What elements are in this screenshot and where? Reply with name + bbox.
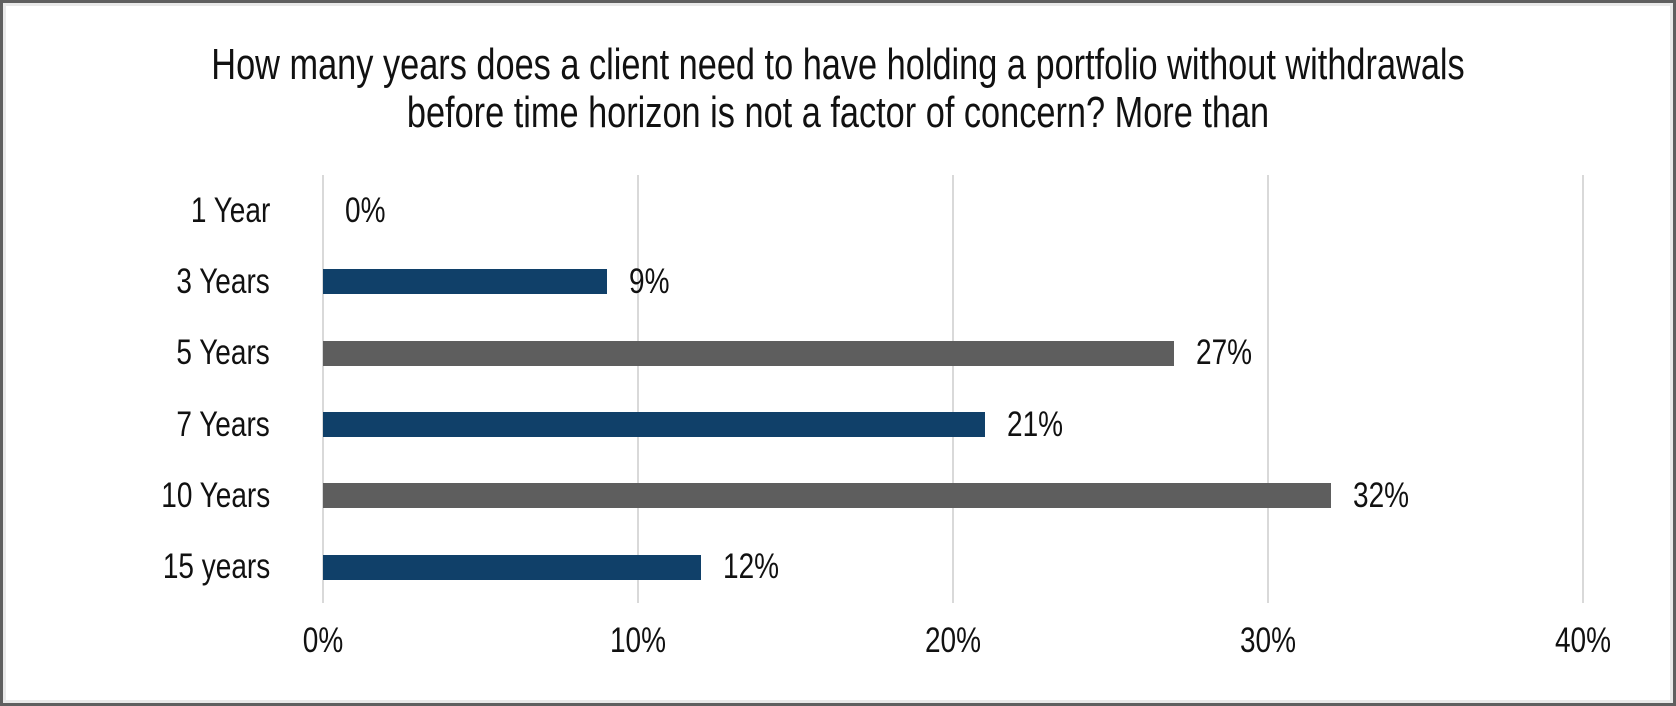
gridline-40pct: [1582, 175, 1584, 603]
value-label: 27%: [1195, 333, 1252, 373]
x-axis-tick-label: 40%: [1554, 621, 1612, 660]
category-label: 7 Years: [3, 389, 270, 460]
category-label-text: 10 Years: [161, 475, 270, 515]
chart-title: How many years does a client need to hav…: [211, 40, 1465, 137]
x-axis: 0% 10% 20% 30% 40%: [303, 621, 1611, 671]
bar-row: 21%: [323, 389, 1583, 460]
category-label-text: 3 Years: [176, 261, 270, 301]
category-label: 15 years: [3, 532, 270, 603]
gridline-20pct: [952, 175, 954, 603]
x-axis-tick-label: 20%: [924, 621, 982, 660]
value-label: 0%: [345, 190, 386, 230]
category-label: 1 Year: [3, 175, 270, 246]
bar-row: 0%: [323, 175, 1583, 246]
bar-row: 9%: [323, 246, 1583, 317]
category-label-text: 5 Years: [176, 333, 270, 373]
category-axis: 1 Year 3 Years 5 Years 7 Years 10 Years …: [3, 175, 270, 603]
bars-layer: 0% 9% 27% 21% 32% 12%: [323, 175, 1583, 603]
gridline-10pct: [637, 175, 639, 603]
bar-row: 32%: [323, 460, 1583, 531]
value-label: 21%: [1006, 404, 1063, 444]
x-axis-tick-label: 30%: [1239, 621, 1297, 660]
category-label: 3 Years: [3, 246, 270, 317]
gridline-30pct: [1267, 175, 1269, 603]
x-axis-tick-label: 0%: [302, 621, 344, 660]
value-label: 9%: [628, 261, 669, 301]
category-label: 10 Years: [3, 460, 270, 531]
bar: [323, 483, 1331, 509]
category-label-text: 15 years: [162, 547, 270, 587]
x-axis-tick-label: 10%: [609, 621, 667, 660]
bar: [323, 554, 701, 580]
category-label: 5 Years: [3, 318, 270, 389]
bar-row: 12%: [323, 532, 1583, 603]
bar: [323, 269, 607, 295]
value-label: 12%: [723, 547, 780, 587]
bar: [323, 412, 985, 438]
category-label-text: 7 Years: [176, 404, 270, 444]
value-label: 32%: [1353, 475, 1410, 515]
gridline-0pct: [322, 175, 324, 603]
bar: [323, 340, 1174, 366]
bar-row: 27%: [323, 318, 1583, 389]
category-label-text: 1 Year: [190, 190, 270, 230]
plot-area: [322, 175, 1584, 603]
